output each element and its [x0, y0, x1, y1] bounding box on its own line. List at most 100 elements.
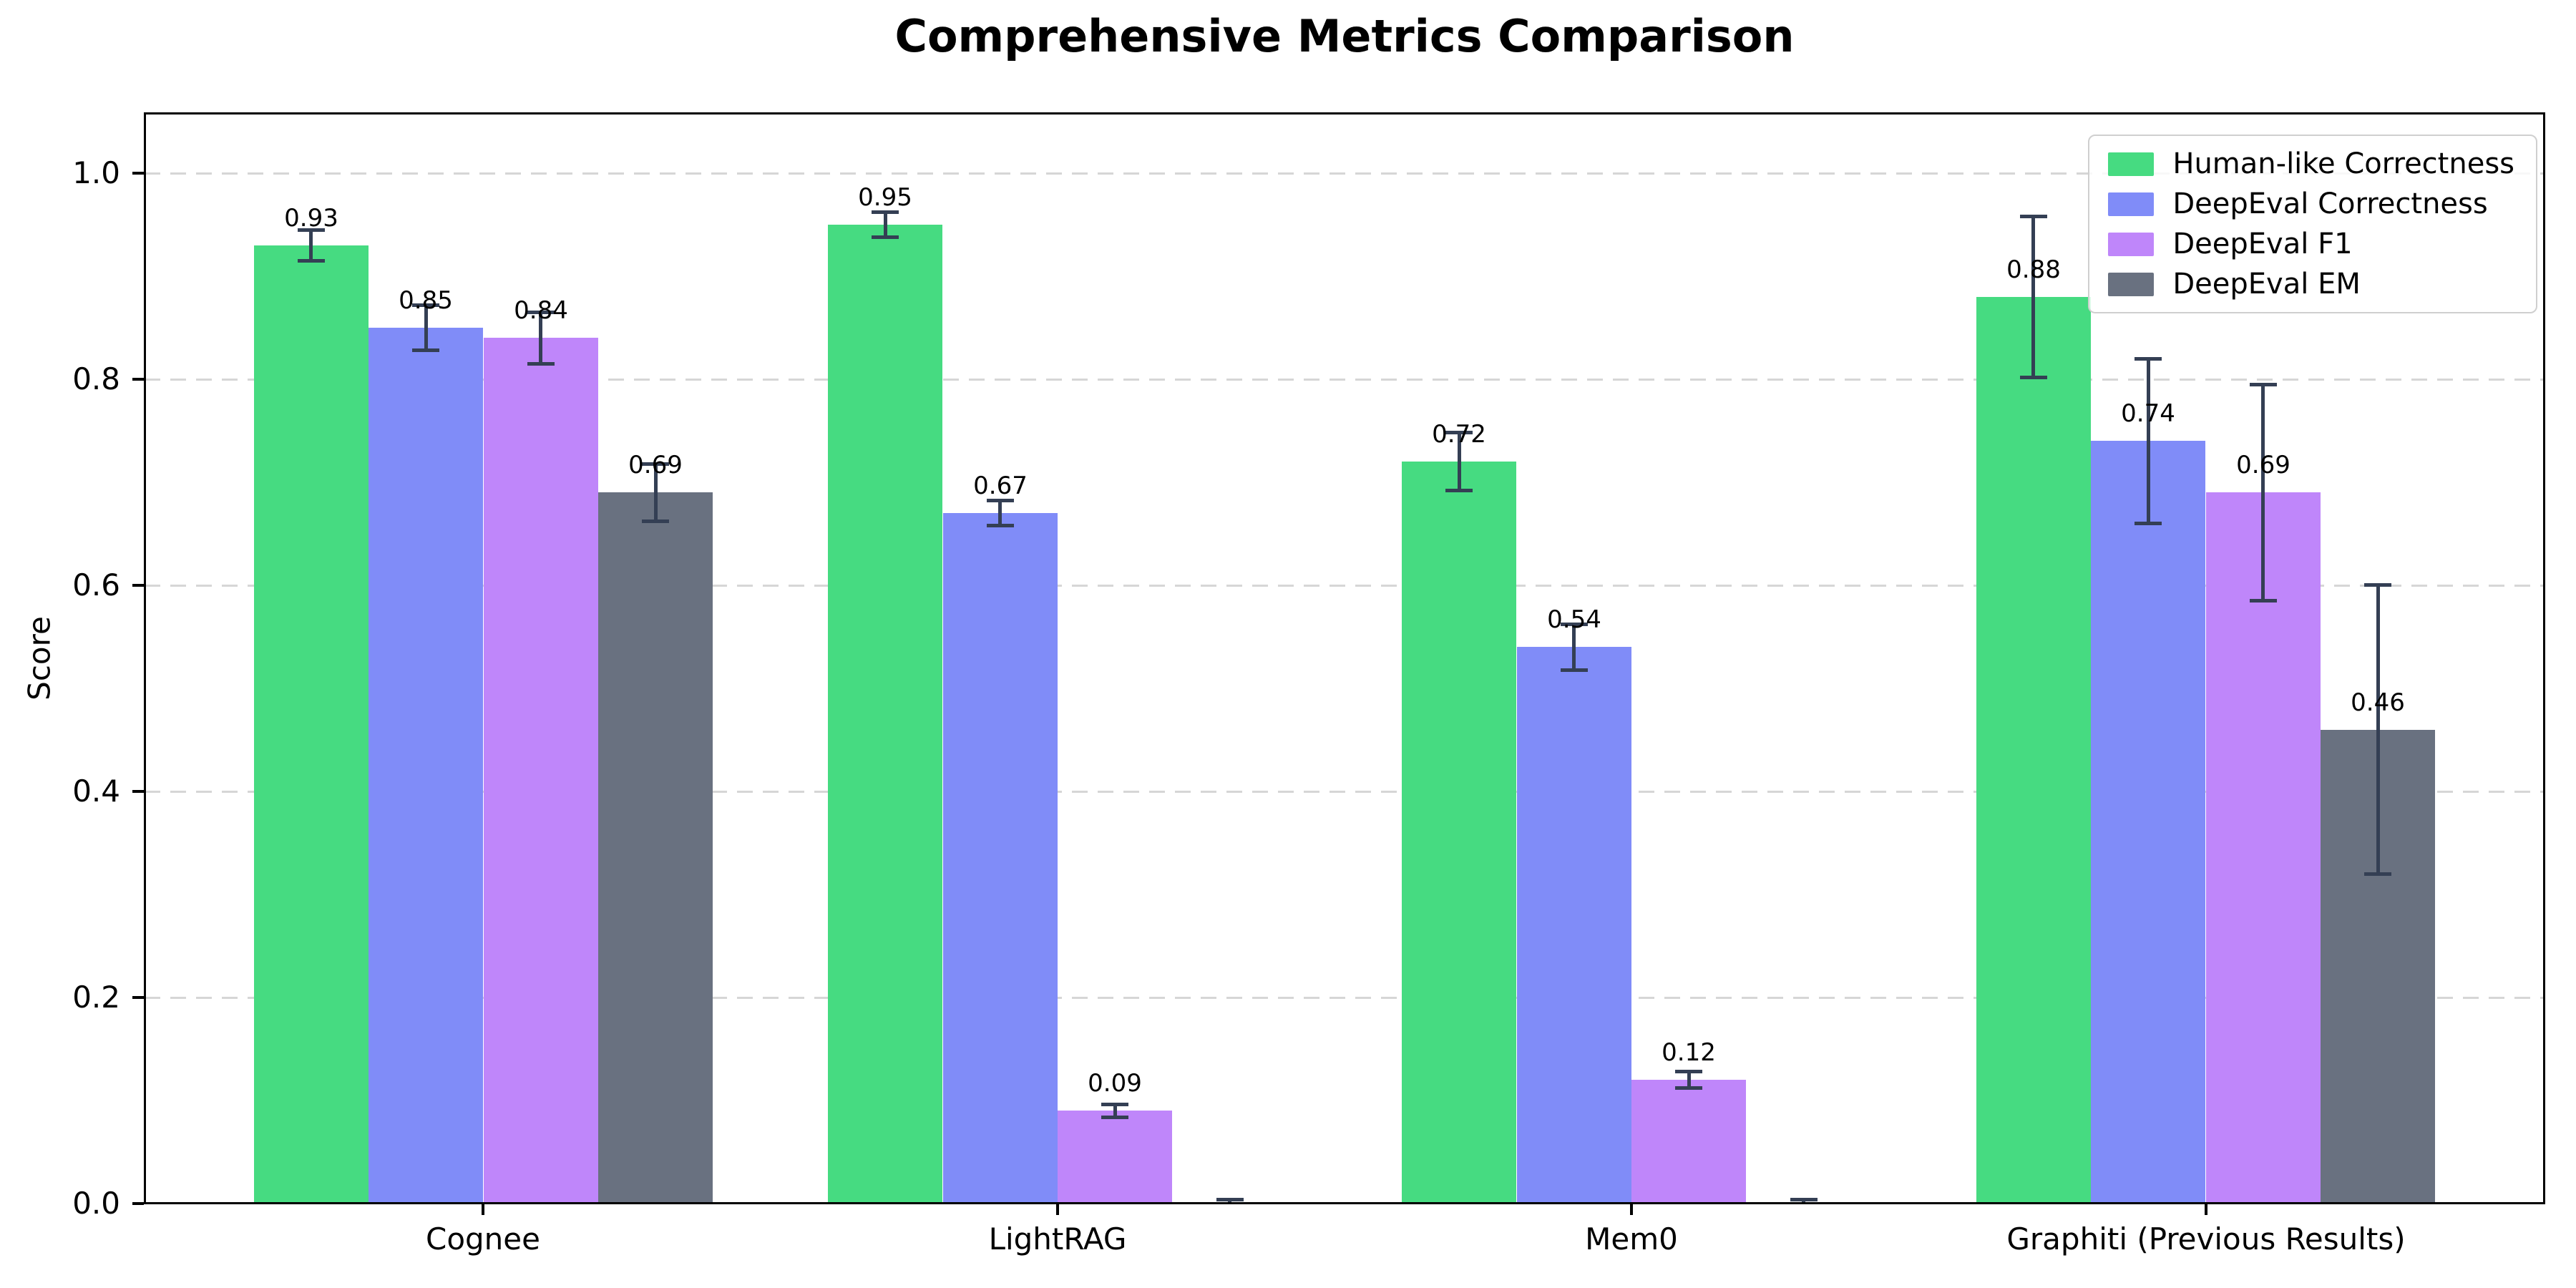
bar-value-label: 0.67 — [973, 472, 1028, 500]
legend-item: DeepEval Correctness — [2108, 187, 2514, 220]
error-bar — [2261, 384, 2265, 600]
y-tick-label: 0.6 — [72, 567, 120, 602]
bar-value-label: 0.85 — [399, 286, 453, 315]
error-bar-cap — [1216, 1198, 1244, 1201]
bar-graphiti-series3 — [2206, 492, 2321, 1204]
error-bar-cap — [1790, 1198, 1818, 1201]
x-tick-mark — [482, 1204, 484, 1215]
y-tick-mark — [132, 172, 144, 175]
error-bar-cap — [2020, 215, 2047, 218]
error-bar — [2376, 585, 2380, 874]
bar-value-label: 0.69 — [2236, 451, 2290, 479]
legend-swatch — [2108, 232, 2155, 256]
error-bar — [539, 312, 542, 364]
bar-value-label: 0.46 — [2351, 688, 2405, 717]
bar-lightrag-series3 — [1058, 1111, 1172, 1204]
y-tick-label: 0.2 — [72, 980, 120, 1015]
axis-spine — [2543, 112, 2545, 1204]
error-bar-cap — [987, 524, 1014, 527]
y-axis-label: Score — [21, 616, 57, 701]
bar-lightrag-series2 — [943, 513, 1058, 1204]
legend-label: DeepEval EM — [2172, 268, 2361, 301]
error-bar-cap — [2020, 376, 2047, 379]
legend-item: Human-like Correctness — [2108, 147, 2514, 180]
legend-label: Human-like Correctness — [2172, 147, 2514, 180]
y-tick-label: 1.0 — [72, 155, 120, 190]
error-bar-cap — [1561, 623, 1588, 626]
bar-value-label: 0.12 — [1662, 1038, 1716, 1067]
y-tick-label: 0.4 — [72, 774, 120, 809]
error-bar-cap — [1101, 1103, 1128, 1106]
legend-item: DeepEval EM — [2108, 268, 2514, 301]
x-tick-mark — [1056, 1204, 1059, 1215]
error-bar-cap — [412, 303, 439, 307]
bar-cognee-series2 — [369, 328, 483, 1204]
bar-lightrag-series1 — [828, 225, 942, 1204]
bar-cognee-series3 — [484, 338, 598, 1204]
error-bar-cap — [987, 499, 1014, 502]
error-bar — [2147, 358, 2150, 523]
error-bar-cap — [1675, 1070, 1702, 1073]
bar-value-label: 0.54 — [1547, 605, 1601, 634]
bar-graphiti-series1 — [1976, 297, 2091, 1204]
y-tick-mark — [132, 584, 144, 587]
error-bar-cap — [2364, 583, 2391, 587]
y-tick-label: 0.8 — [72, 361, 120, 396]
error-bar — [998, 501, 1002, 526]
y-tick-mark — [132, 996, 144, 999]
x-tick-label-3: Mem0 — [1585, 1221, 1678, 1257]
error-bar — [1458, 433, 1461, 491]
error-bar — [2031, 216, 2035, 377]
bar-mem0-series1 — [1402, 462, 1516, 1204]
legend-label: DeepEval Correctness — [2172, 187, 2488, 220]
error-bar — [424, 305, 428, 350]
bar-value-label: 0.88 — [2006, 255, 2061, 284]
x-tick-mark — [1630, 1204, 1633, 1215]
error-bar-cap — [872, 210, 899, 214]
y-tick-mark — [132, 378, 144, 381]
bar-value-label: 0.74 — [2121, 399, 2175, 428]
error-bar-cap — [642, 462, 669, 466]
bar-value-label: 0.93 — [284, 204, 338, 233]
axis-spine — [144, 112, 2545, 114]
bar-cognee-series1 — [254, 245, 369, 1204]
error-bar — [1113, 1105, 1117, 1117]
error-bar — [884, 213, 887, 238]
gridline — [145, 997, 2545, 999]
error-bar-cap — [1445, 431, 1473, 434]
error-bar-cap — [872, 235, 899, 239]
gridline — [145, 791, 2545, 793]
axis-spine — [144, 1202, 2545, 1204]
gridline — [145, 172, 2545, 175]
x-tick-mark — [2205, 1204, 2207, 1215]
chart-title: Comprehensive Metrics Comparison — [894, 10, 1795, 62]
bar-value-label: 0.84 — [514, 296, 568, 325]
bar-value-label: 0.69 — [628, 451, 683, 479]
y-tick-label: 0.0 — [72, 1186, 120, 1221]
x-tick-label-2: LightRAG — [988, 1221, 1127, 1257]
y-tick-mark — [132, 790, 144, 793]
error-bar-cap — [1101, 1116, 1128, 1119]
bar-mem0-series3 — [1631, 1080, 1746, 1204]
error-bar — [1687, 1072, 1691, 1088]
bar-value-label: 0.09 — [1088, 1069, 1142, 1098]
error-bar — [309, 230, 313, 260]
error-bar-cap — [2250, 599, 2277, 602]
axis-spine — [144, 112, 146, 1204]
error-bar-cap — [527, 311, 555, 314]
error-bar-cap — [1561, 668, 1588, 672]
error-bar — [654, 464, 658, 522]
gridline — [145, 379, 2545, 381]
error-bar-cap — [1675, 1086, 1702, 1090]
error-bar-cap — [1445, 489, 1473, 492]
bar-mem0-series2 — [1517, 647, 1631, 1204]
error-bar-cap — [2250, 383, 2277, 386]
x-tick-label-4: Graphiti (Previous Results) — [2006, 1221, 2406, 1257]
error-bar-cap — [527, 362, 555, 366]
gridline — [145, 585, 2545, 587]
legend: Human-like Correctness DeepEval Correctne… — [2088, 135, 2537, 313]
error-bar-cap — [2364, 872, 2391, 876]
bar-graphiti-series2 — [2091, 441, 2205, 1204]
bar-value-label: 0.95 — [858, 183, 912, 212]
